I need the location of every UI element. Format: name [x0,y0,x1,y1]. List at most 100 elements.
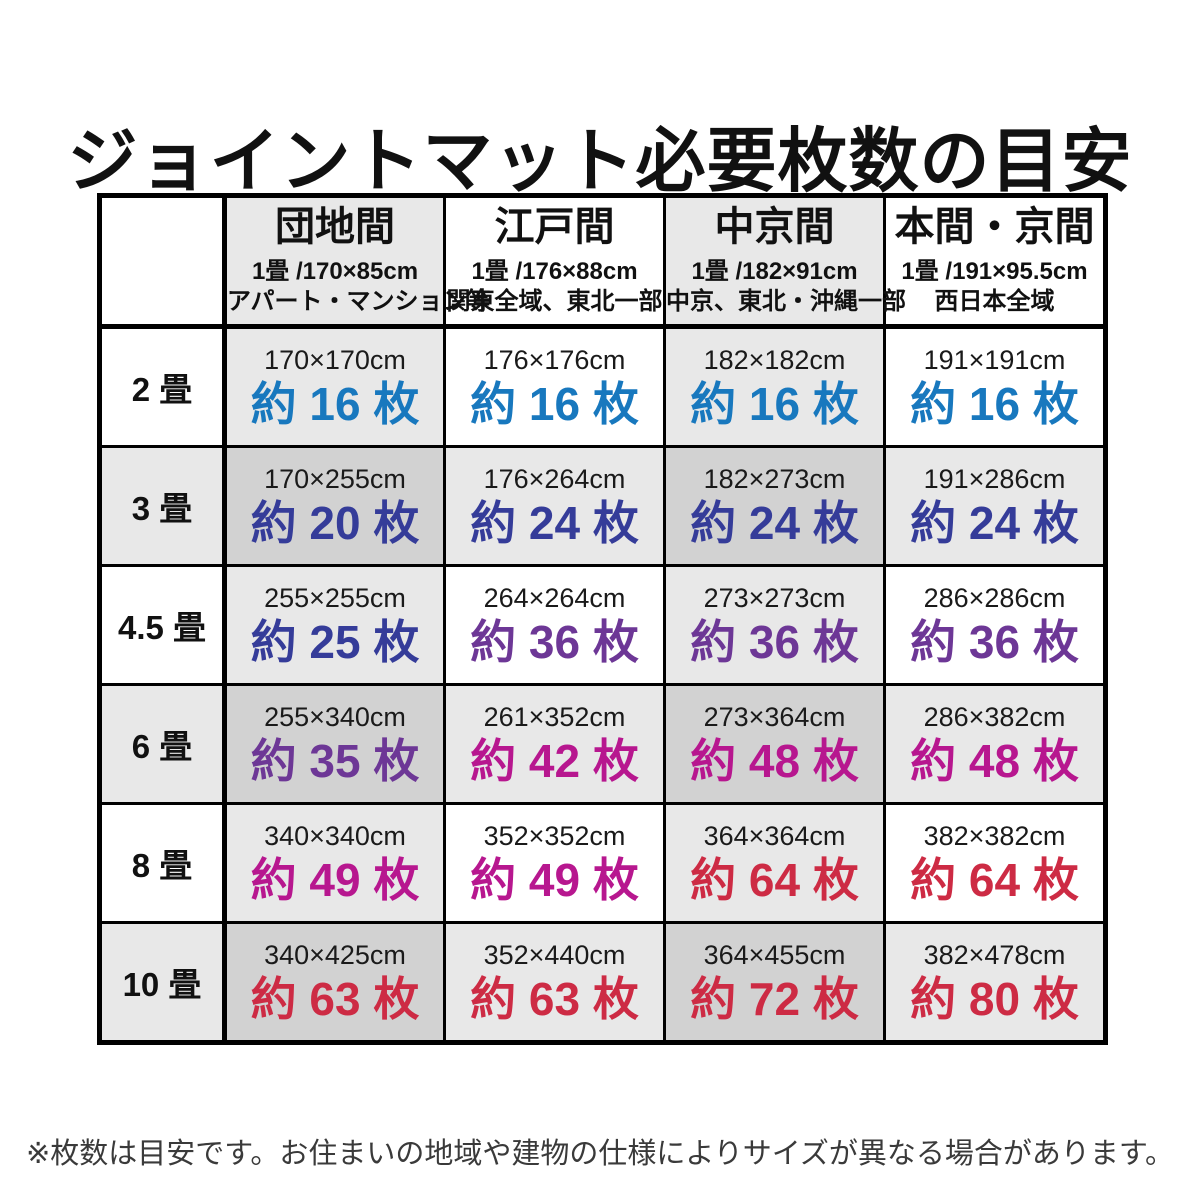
mat-count-value: 約 48 枚 [910,735,1079,788]
table-cell: 191×286cm 約 24 枚 [883,445,1107,567]
row-label: 6 畳 [98,683,227,805]
mat-count-value: 約 36 枚 [470,616,639,669]
table-row-6jo: 6 畳 255×340cm 約 35 枚 261×352cm 約 42 枚 27… [98,683,1107,805]
room-size-value: 191×286cm [923,464,1066,494]
mat-count-value: 約 64 枚 [690,854,859,907]
column-name: 本間・京間 [894,205,1095,249]
mat-count-value: 約 80 枚 [910,973,1079,1026]
table-cell: 364×364cm 約 64 枚 [663,802,886,924]
room-size-value: 261×352cm [483,702,626,732]
column-name: 団地間 [275,205,395,249]
mat-count-value: 約 20 枚 [250,497,420,550]
room-size-value: 182×182cm [703,345,846,375]
column-header-danchima: 団地間 1畳 /170×85cm アパート・マンション等 [223,194,491,329]
room-size-value: 273×273cm [703,583,846,613]
room-size-value: 382×478cm [923,940,1066,970]
room-size-value: 170×255cm [264,464,406,494]
table-cell: 382×478cm 約 80 枚 [883,921,1107,1044]
room-size-value: 352×352cm [483,821,626,851]
room-size-value: 191×191cm [923,345,1066,375]
table-cell: 182×273cm 約 24 枚 [663,445,886,567]
table-row-4-5jo: 4.5 畳 255×255cm 約 25 枚 264×264cm 約 36 枚 … [98,564,1107,686]
room-size-value: 176×264cm [483,464,626,494]
mat-count-value: 約 25 枚 [250,616,420,669]
room-size-value: 170×170cm [264,345,406,375]
column-tatami-size: 1畳 /170×85cm [251,258,419,285]
mat-count-table-wrapper: 団地間 1畳 /170×85cm アパート・マンション等 江戸間 1畳 /176… [97,193,1108,1045]
room-size-value: 382×382cm [923,821,1066,851]
room-size-value: 286×286cm [923,583,1066,613]
corner-cell [98,194,227,329]
mat-count-value: 約 24 枚 [690,497,859,550]
mat-count-value: 約 72 枚 [690,973,859,1026]
mat-count-value: 約 16 枚 [470,378,639,431]
table-row-10jo: 10 畳 340×425cm 約 63 枚 352×440cm 約 63 枚 3… [98,921,1107,1044]
mat-count-value: 約 24 枚 [470,497,639,550]
row-label: 10 畳 [98,921,227,1044]
table-cell: 286×286cm 約 36 枚 [883,564,1107,686]
mat-count-value: 約 49 枚 [250,854,420,907]
table-cell: 352×352cm 約 49 枚 [443,802,666,924]
row-label: 3 畳 [98,445,227,567]
table-cell: 382×382cm 約 64 枚 [883,802,1107,924]
mat-count-value: 約 36 枚 [690,616,859,669]
row-label: 4.5 畳 [98,564,227,686]
mat-count-value: 約 24 枚 [910,497,1079,550]
column-header-edoma: 江戸間 1畳 /176×88cm 関東全域、東北一部 [443,194,666,329]
table-cell: 364×455cm 約 72 枚 [663,921,886,1044]
column-region: アパート・マンション等 [227,288,491,315]
table-cell: 191×191cm 約 16 枚 [883,325,1107,448]
column-tatami-size: 1畳 /182×91cm [691,258,858,285]
column-region: 関東全域、東北一部 [446,288,663,315]
room-size-value: 286×382cm [923,702,1066,732]
room-size-value: 273×364cm [703,702,846,732]
footnote-disclaimer: ※枚数は目安です。お住まいの地域や建物の仕様によりサイズが異なる場合があります。 [25,1138,1175,1170]
room-size-value: 364×455cm [703,940,846,970]
mat-count-value: 約 63 枚 [470,973,639,1026]
table-row-3jo: 3 畳 170×255cm 約 20 枚 176×264cm 約 24 枚 18… [98,445,1107,567]
table-cell: 255×340cm 約 35 枚 [223,683,446,805]
table-cell: 273×364cm 約 48 枚 [663,683,886,805]
table-row-2jo: 2 畳 170×170cm 約 16 枚 176×176cm 約 16 枚 18… [98,325,1107,448]
mat-count-table: 団地間 1畳 /170×85cm アパート・マンション等 江戸間 1畳 /176… [97,193,1108,1045]
room-size-value: 352×440cm [483,940,626,970]
column-tatami-size: 1畳 /176×88cm [471,258,638,285]
table-cell: 273×273cm 約 36 枚 [663,564,886,686]
column-name: 中京間 [714,205,835,249]
column-region: 西日本全域 [934,288,1055,315]
table-row-8jo: 8 畳 340×340cm 約 49 枚 352×352cm 約 49 枚 36… [98,802,1107,924]
column-tatami-size: 1畳 /191×95.5cm [901,258,1088,285]
room-size-value: 340×425cm [264,940,406,970]
room-size-value: 255×340cm [264,702,406,732]
table-cell: 255×255cm 約 25 枚 [223,564,446,686]
mat-count-value: 約 42 枚 [470,735,639,788]
mat-count-value: 約 36 枚 [910,616,1079,669]
header-row: 団地間 1畳 /170×85cm アパート・マンション等 江戸間 1畳 /176… [98,194,1107,329]
room-size-value: 176×176cm [483,345,626,375]
mat-count-value: 約 48 枚 [690,735,859,788]
table-cell: 340×340cm 約 49 枚 [223,802,446,924]
table-cell: 352×440cm 約 63 枚 [443,921,666,1044]
room-size-value: 182×273cm [703,464,846,494]
column-header-honma-kyoma: 本間・京間 1畳 /191×95.5cm 西日本全域 [883,194,1107,329]
table-cell: 286×382cm 約 48 枚 [883,683,1107,805]
mat-count-value: 約 16 枚 [910,378,1079,431]
room-size-value: 364×364cm [703,821,846,851]
mat-count-value: 約 16 枚 [690,378,859,431]
table-cell: 176×264cm 約 24 枚 [443,445,666,567]
mat-count-value: 約 49 枚 [470,854,639,907]
mat-count-value: 約 35 枚 [250,735,420,788]
table-cell: 170×170cm 約 16 枚 [223,325,446,448]
room-size-value: 255×255cm [264,583,406,613]
table-cell: 170×255cm 約 20 枚 [223,445,446,567]
row-label: 2 畳 [98,325,227,448]
room-size-value: 264×264cm [483,583,626,613]
column-name: 江戸間 [494,205,615,249]
column-region: 中京、東北・沖縄一部 [666,288,906,315]
table-cell: 264×264cm 約 36 枚 [443,564,666,686]
mat-count-value: 約 16 枚 [250,378,420,431]
table-cell: 182×182cm 約 16 枚 [663,325,886,448]
column-header-chukyoma: 中京間 1畳 /182×91cm 中京、東北・沖縄一部 [663,194,906,329]
row-label: 8 畳 [98,802,227,924]
